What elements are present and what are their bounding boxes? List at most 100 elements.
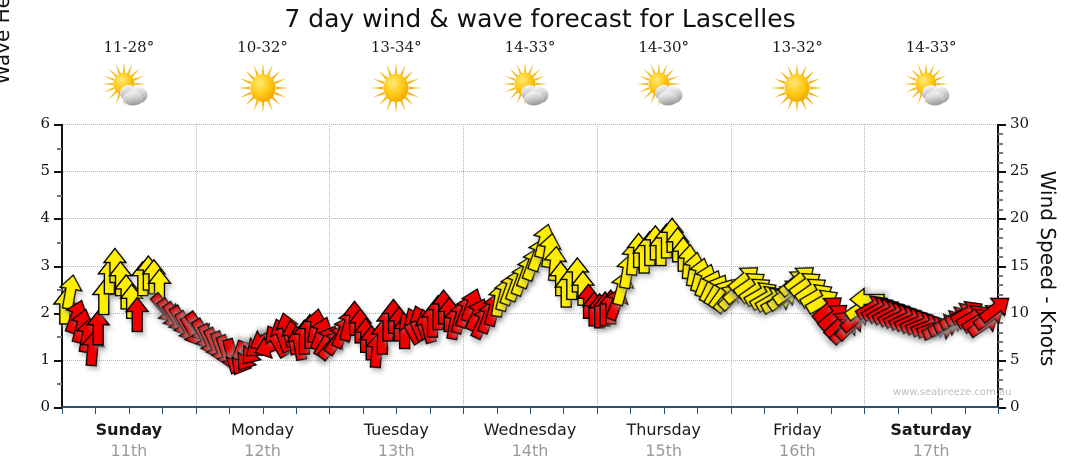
tick-right-major (998, 407, 1006, 409)
day-header-saturday: 14-33° (864, 38, 998, 124)
temperature-range: 14-30° (638, 38, 690, 56)
temperature-range: 13-32° (772, 38, 823, 56)
tick-bottom (998, 407, 999, 414)
tick-bottom (697, 407, 699, 414)
day-name-label: Saturday (890, 420, 972, 439)
tick-bottom (530, 407, 531, 414)
tick-right-major (998, 265, 1006, 268)
day-footer-thursday: Thursday 15th (597, 420, 731, 468)
day-date-label: 17th (912, 441, 950, 460)
plot-grid (62, 124, 998, 407)
tick-label-left: 4 (40, 208, 50, 227)
day-footer-saturday: Saturday 17th (864, 420, 998, 468)
tick-label-right: 10 (1010, 302, 1030, 321)
tick-left-major (54, 218, 62, 221)
tick-label-left: 6 (40, 114, 50, 132)
tick-bottom (931, 407, 933, 414)
tick-bottom (797, 407, 799, 414)
tick-right-minor (998, 142, 1003, 145)
day-name-label: Sunday (95, 420, 163, 439)
day-header-thursday: 14-30° (597, 38, 731, 124)
day-footer-tuesday: Tuesday 13th (329, 420, 463, 468)
tick-bottom (229, 407, 231, 414)
tick-left-minor (57, 289, 62, 292)
gridline-horizontal (62, 171, 998, 173)
tick-right-minor (998, 246, 1003, 249)
temperature-range: 14-33° (504, 38, 556, 56)
tick-label-right: 15 (1010, 255, 1030, 274)
day-date-label: 11th (110, 441, 148, 460)
sunny-icon (233, 60, 293, 116)
watermark-label: www.seabreeze.com.au (893, 387, 1012, 398)
sunny-icon (366, 60, 426, 116)
tick-bottom (262, 407, 264, 414)
tick-left-major (54, 359, 62, 362)
tick-left-major (54, 312, 62, 315)
tick-right-minor (998, 397, 1003, 400)
tick-left-minor (57, 241, 62, 244)
day-footer-monday: Monday 12th (196, 420, 330, 468)
tick-left-minor (57, 383, 62, 386)
tick-label-right: 5 (1010, 349, 1020, 368)
day-date-label: 16th (779, 441, 816, 460)
tick-right-major (998, 124, 1006, 126)
partly-cloudy-icon (901, 60, 961, 116)
tick-bottom (630, 407, 632, 414)
tick-bottom (362, 407, 364, 414)
tick-bottom (663, 407, 665, 414)
tick-bottom (162, 407, 164, 414)
tick-left-major (54, 171, 62, 174)
partly-cloudy-icon (500, 60, 560, 116)
tick-right-major (998, 359, 1006, 362)
tick-label-right: 0 (1010, 397, 1020, 415)
tick-left-minor (57, 194, 62, 197)
tick-bottom (864, 407, 866, 414)
tick-bottom (596, 407, 598, 414)
tick-bottom (429, 407, 431, 414)
tick-right-minor (998, 133, 1003, 136)
tick-right-minor (998, 322, 1003, 325)
tick-right-minor (998, 256, 1003, 259)
tick-bottom (463, 407, 465, 414)
tick-bottom (730, 407, 732, 414)
tick-bottom (764, 407, 765, 414)
day-footer-friday: Friday 16th (731, 420, 865, 468)
tick-right-minor (998, 331, 1003, 334)
tick-label-left: 3 (40, 255, 50, 274)
gridline-vertical (864, 124, 866, 407)
day-header-wednesday: 14-33° (463, 38, 597, 124)
day-name-label: Friday (773, 420, 822, 439)
gridline-horizontal (62, 124, 998, 125)
tick-bottom (329, 407, 331, 414)
tick-left-major (54, 265, 62, 268)
page-title: 7 day wind & wave forecast for Lascelles (284, 4, 796, 33)
day-header-sunday: 11-28° (62, 38, 196, 124)
day-date-label: 12th (244, 441, 281, 460)
day-date-label: 14th (511, 441, 549, 460)
tick-right-major (998, 218, 1006, 221)
day-date-label: 15th (645, 441, 683, 460)
day-name-label: Monday (230, 420, 295, 439)
tick-label-right: 25 (1010, 161, 1030, 180)
day-name-label: Wednesday (483, 420, 577, 439)
temperature-range: 13-34° (370, 38, 422, 56)
tick-right-minor (998, 388, 1003, 391)
tick-right-minor (998, 340, 1003, 343)
tick-left-minor (57, 336, 62, 339)
gridline-horizontal (62, 359, 998, 361)
gridline-horizontal (62, 218, 998, 220)
tick-right-minor (998, 303, 1003, 306)
tick-bottom (897, 407, 899, 414)
tick-bottom (128, 407, 130, 414)
gridline-vertical (596, 124, 598, 407)
tick-right-minor (998, 180, 1003, 183)
gridline-vertical (730, 124, 732, 407)
tick-left-major (54, 124, 62, 126)
day-header-friday: 13-32° (731, 38, 865, 124)
tick-right-minor (998, 190, 1003, 193)
tick-right-minor (998, 208, 1003, 211)
tick-label-left: 0 (40, 397, 50, 415)
temperature-range: 11-28° (103, 38, 155, 56)
tick-bottom (195, 407, 197, 414)
